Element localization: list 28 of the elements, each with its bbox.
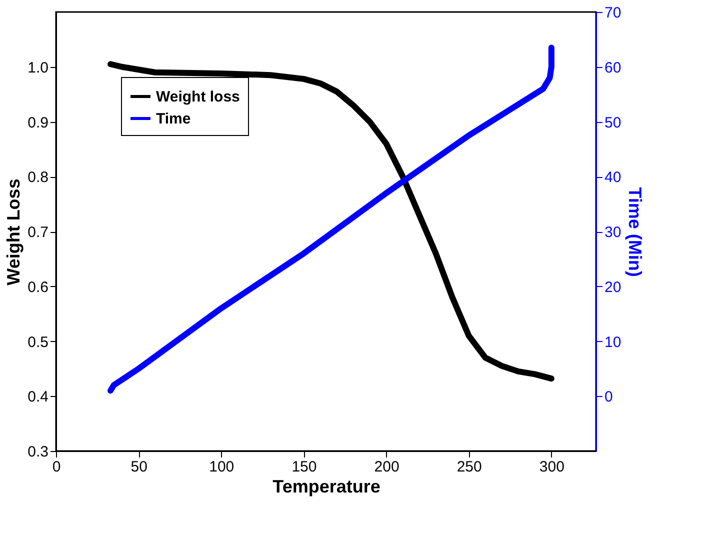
y2-tick-label: 0 bbox=[604, 388, 613, 406]
y-axis-title: Weight Loss bbox=[4, 178, 24, 286]
y2-tick-label: 50 bbox=[604, 114, 622, 132]
y2-tick-label: 20 bbox=[604, 278, 622, 296]
y-tick-label: 0.8 bbox=[28, 169, 48, 186]
y-tick-label: 0.3 bbox=[28, 444, 48, 460]
y2-tick-label: 10 bbox=[604, 334, 622, 351]
x-tick-label: 100 bbox=[209, 458, 234, 476]
y2-tick-label: 30 bbox=[604, 224, 622, 241]
y-tick-label: 0.6 bbox=[28, 278, 48, 296]
x-tick-label: 250 bbox=[456, 458, 482, 476]
legend-label: Weight loss bbox=[156, 88, 240, 106]
x-tick-label: 300 bbox=[539, 458, 564, 476]
y2-axis-title: Time (Min) bbox=[625, 187, 646, 277]
y-tick-label: 0.4 bbox=[28, 388, 48, 406]
y2-tick-label: 60 bbox=[604, 59, 622, 76]
x-tick-label: 50 bbox=[130, 458, 148, 476]
y-tick-label: 0.7 bbox=[28, 224, 48, 241]
y2-tick-label: 70 bbox=[604, 4, 622, 22]
x-axis-title: Temperature bbox=[272, 476, 380, 496]
legend-label: Time bbox=[156, 110, 191, 128]
x-tick-label: 150 bbox=[292, 458, 317, 476]
x-tick-label: 0 bbox=[52, 458, 61, 476]
x-tick-label: 200 bbox=[374, 458, 400, 476]
y-tick-label: 0.9 bbox=[28, 114, 48, 132]
y2-tick-label: 40 bbox=[604, 169, 622, 186]
y-tick-label: 0.5 bbox=[28, 334, 48, 351]
y-tick-label: 1.0 bbox=[28, 59, 48, 76]
